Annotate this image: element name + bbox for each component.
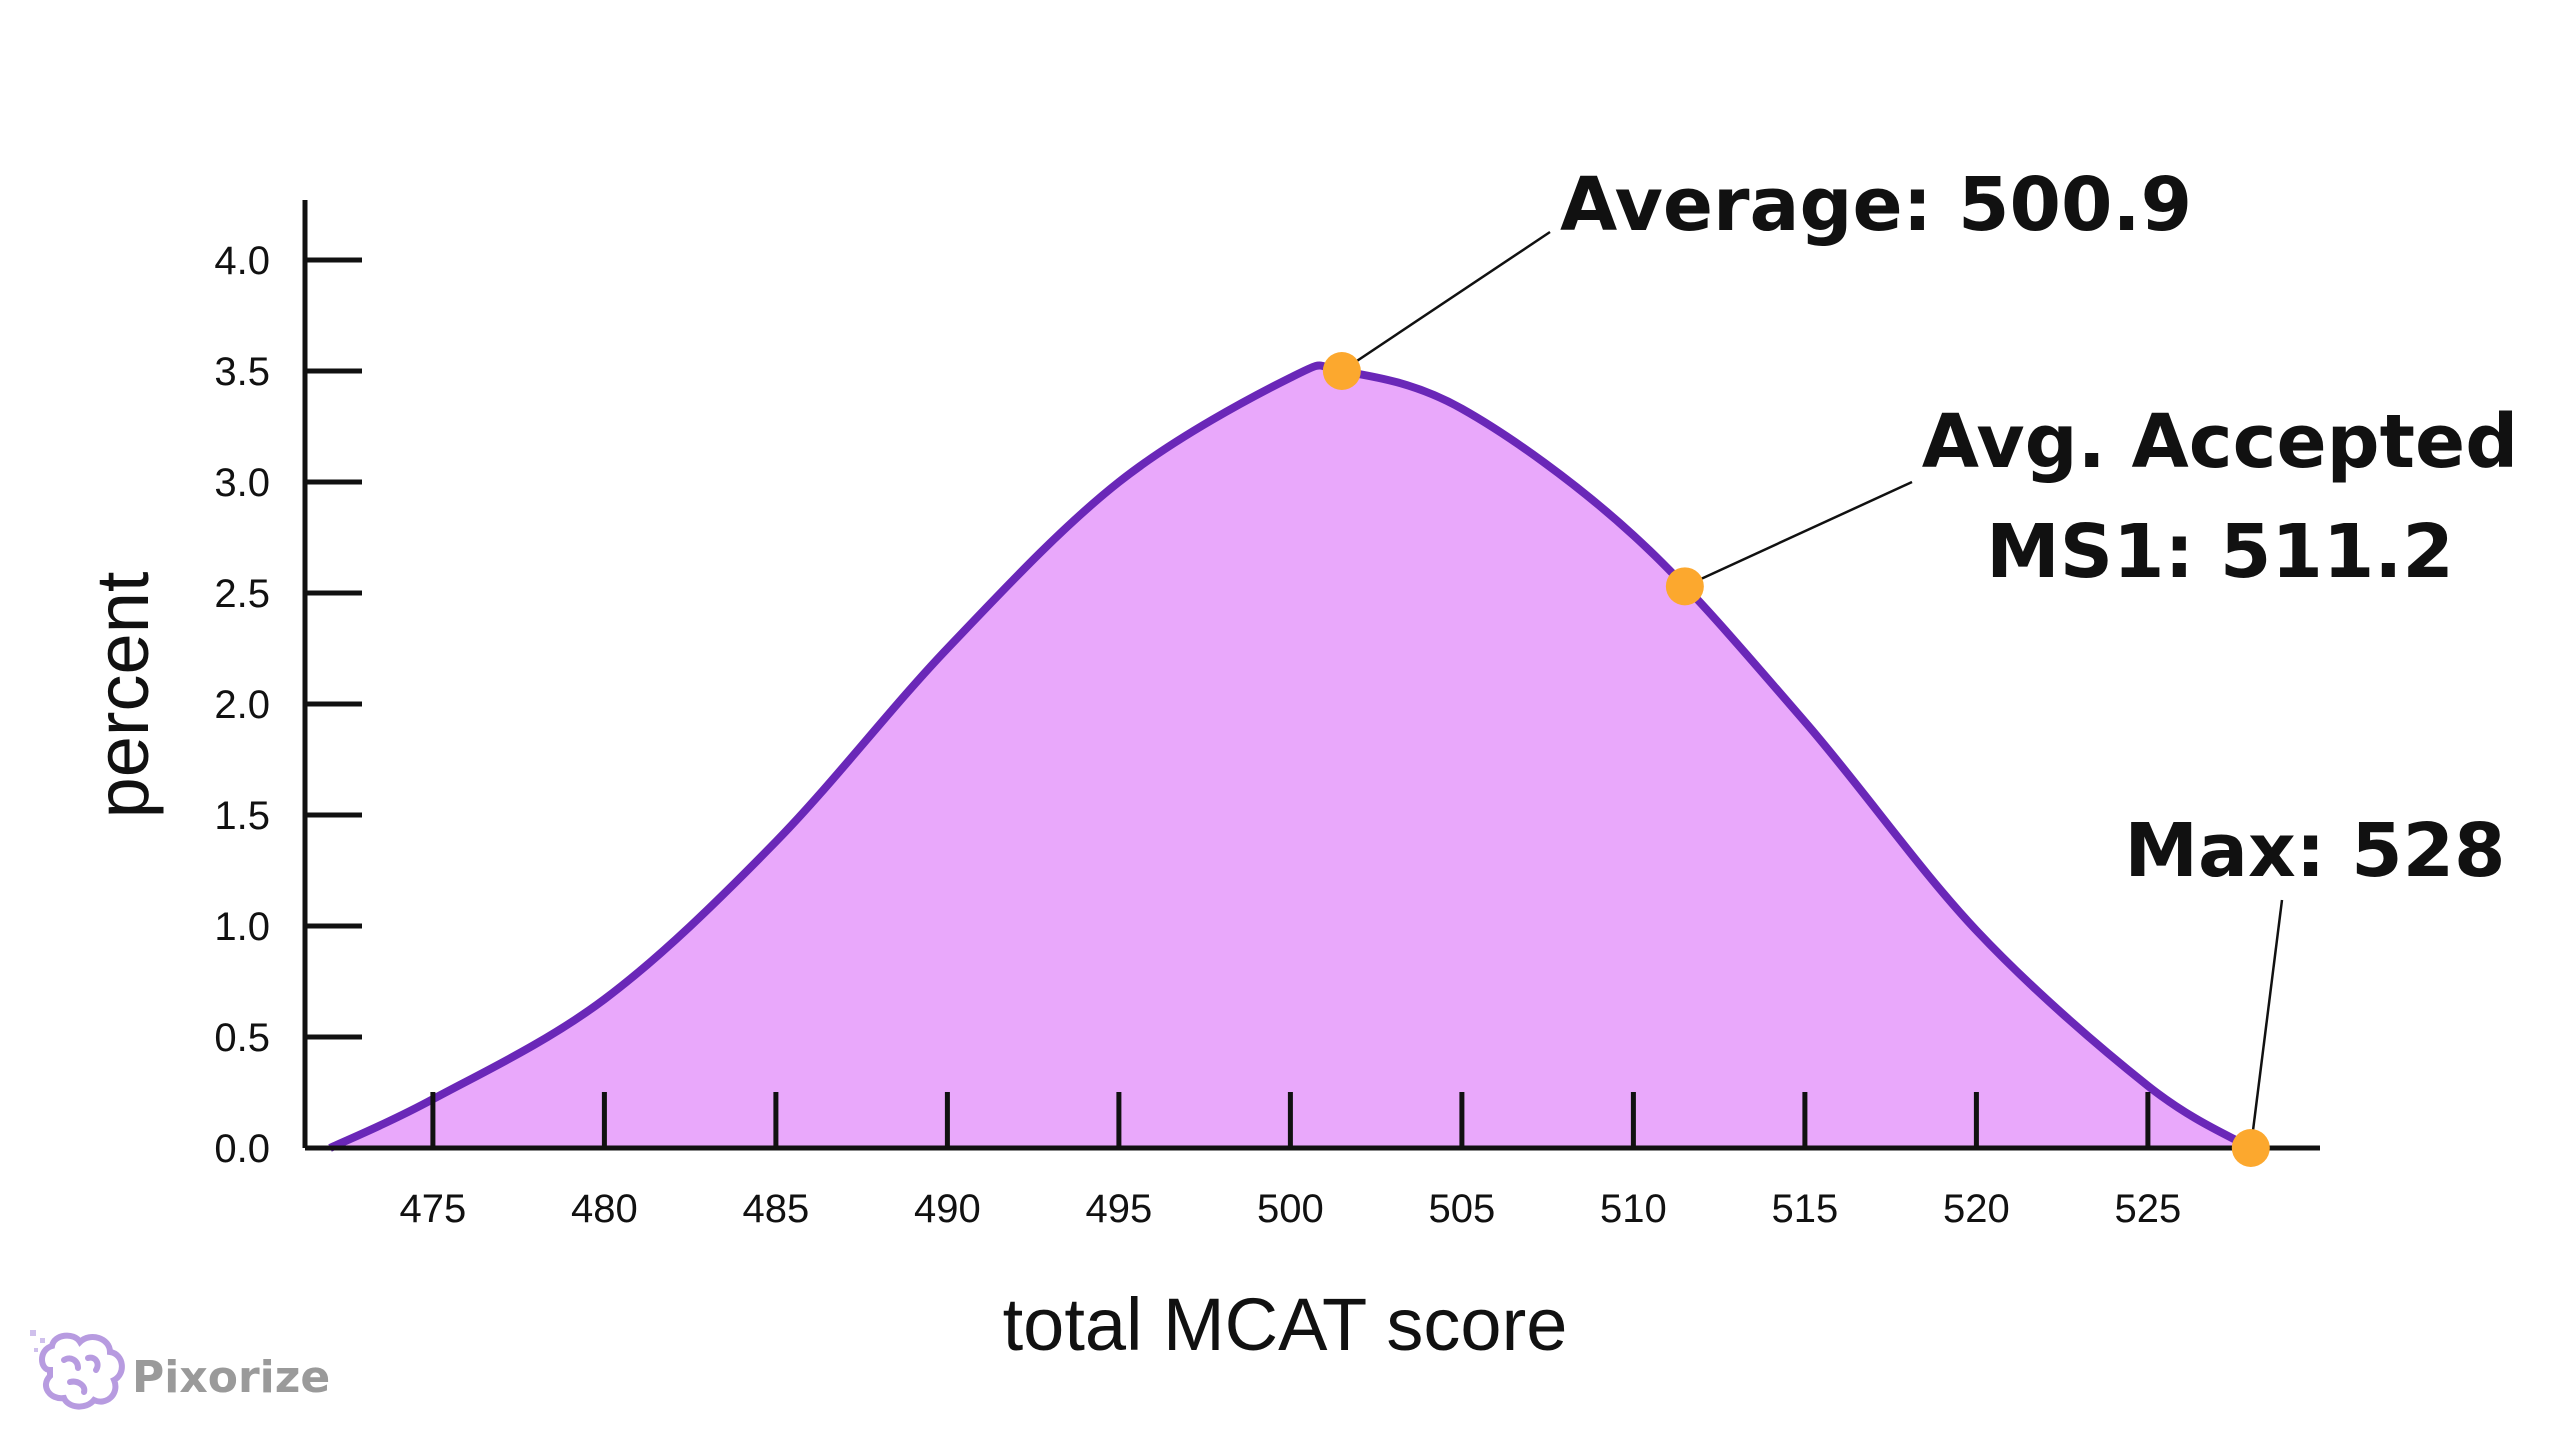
x-axis-title: total MCAT score (1003, 1283, 1568, 1366)
y-tick-label: 4.0 (214, 239, 270, 283)
y-tick-label: 2.0 (214, 683, 270, 727)
y-tick-label: 3.5 (214, 350, 270, 394)
y-tick-label: 1.0 (214, 905, 270, 949)
x-tick-label: 505 (1429, 1187, 1496, 1231)
x-tick-label: 480 (571, 1187, 638, 1231)
distribution-area-fill (330, 365, 2251, 1148)
x-tick-label: 485 (743, 1187, 810, 1231)
x-tick-label: 525 (2115, 1187, 2182, 1231)
avg-accepted-label: Avg. Accepted (1922, 399, 2518, 485)
y-tick-label: 0.0 (214, 1127, 270, 1171)
max-label: Max: 528 (2124, 808, 2505, 894)
y-tick-label: 1.5 (214, 794, 270, 838)
y-axis-ticks: 0.0 0.5 1.0 1.5 2.0 2.5 3.0 3.5 4.0 (214, 239, 362, 1171)
chart-axes (302, 200, 2320, 1151)
x-tick-label: 490 (914, 1187, 981, 1231)
average-label: Average: 500.9 (1560, 162, 2192, 248)
avg-accepted-leader-line (1684, 480, 1913, 588)
x-tick-label: 510 (1600, 1187, 1667, 1231)
x-axis-ticks: 475 480 485 490 495 500 505 510 515 520 525 (400, 1092, 2182, 1231)
max-leader-line (2249, 899, 2284, 1149)
x-tick-label: 520 (1943, 1187, 2010, 1231)
x-tick-label: 495 (1086, 1187, 1153, 1231)
average-leader-line (1341, 230, 1551, 373)
x-tick-label: 515 (1772, 1187, 1839, 1231)
avg-accepted-label: MS1: 511.2 (1986, 509, 2454, 595)
x-tick-label: 475 (400, 1187, 467, 1231)
brain-icon (39, 1332, 125, 1410)
brand-logo: Pixorize (30, 1330, 330, 1410)
y-axis-title: percent (81, 571, 164, 818)
y-tick-label: 3.0 (214, 461, 270, 505)
brand-name: Pixorize (132, 1352, 330, 1403)
y-tick-label: 0.5 (214, 1016, 270, 1060)
brain-sparkles (30, 1330, 45, 1352)
avg-accepted-marker (1665, 567, 1704, 606)
x-tick-label: 500 (1257, 1187, 1324, 1231)
max-marker (2231, 1129, 2270, 1167)
distribution-curve-line (328, 361, 2253, 1152)
y-tick-label: 2.5 (214, 572, 270, 616)
chart-annotations: Average: 500.9 Avg. Accepted MS1: 511.2 Max… (1322, 162, 2518, 1167)
average-marker (1322, 352, 1361, 390)
